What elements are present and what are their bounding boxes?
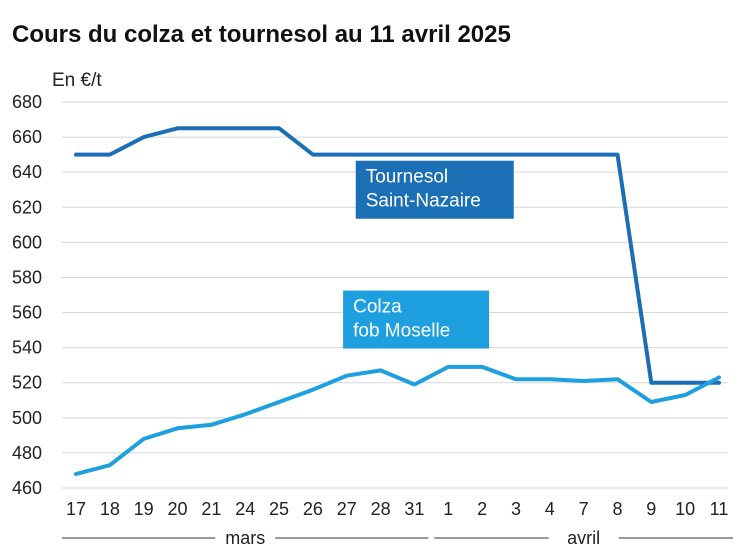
series-label-box xyxy=(343,290,490,349)
y-tick-label: 540 xyxy=(12,338,42,358)
series-lines xyxy=(74,126,721,476)
y-axis-unit: En €/t xyxy=(52,70,102,91)
x-tick-label: 31 xyxy=(404,499,424,519)
x-tick-label: 17 xyxy=(66,499,86,519)
series-label-text: Saint-Nazaire xyxy=(366,191,481,212)
y-tick-label: 480 xyxy=(12,443,42,463)
series-line-0 xyxy=(74,126,721,385)
series-label-text: Colza xyxy=(353,297,402,318)
y-tick-label: 640 xyxy=(12,162,42,182)
chart-title: Cours du colza et tournesol au 11 avril … xyxy=(12,21,511,48)
x-tick-label: 3 xyxy=(511,499,521,519)
x-tick-label: 21 xyxy=(201,499,221,519)
x-tick-label: 27 xyxy=(337,499,357,519)
x-tick-label: 4 xyxy=(545,499,555,519)
x-tick-label: 24 xyxy=(235,499,255,519)
y-tick-label: 580 xyxy=(12,267,42,287)
y-axis-ticks: 460 480 500 520 540 560 580 600 620 640 660 680 xyxy=(12,92,42,498)
month-label: avril xyxy=(567,528,600,548)
y-tick-label: 660 xyxy=(12,127,42,147)
y-tick-label: 680 xyxy=(12,92,42,112)
y-tick-label: 600 xyxy=(12,232,42,252)
month-label: mars xyxy=(225,528,265,548)
x-tick-label: 1 xyxy=(443,499,453,519)
y-tick-label: 560 xyxy=(12,303,42,323)
x-tick-label: 18 xyxy=(100,499,120,519)
x-tick-label: 10 xyxy=(675,499,695,519)
x-tick-label: 9 xyxy=(646,499,656,519)
x-tick-label: 25 xyxy=(269,499,289,519)
x-tick-label: 2 xyxy=(477,499,487,519)
x-tick-label: 11 xyxy=(710,499,729,519)
x-axis-ticks: 17 18 19 20 21 24 25 26 27 28 31 1 2 3 4 7 8 9 10 11 xyxy=(66,499,728,519)
y-tick-label: 520 xyxy=(12,373,42,393)
x-tick-label: 28 xyxy=(371,499,391,519)
series-label-box xyxy=(355,160,514,219)
y-tick-label: 620 xyxy=(12,197,42,217)
series-line-1 xyxy=(74,364,721,476)
x-tick-label: 8 xyxy=(612,499,622,519)
series-labels: Tournesol Saint-Nazaire Colza fob Moselle xyxy=(343,160,514,349)
x-tick-label: 19 xyxy=(134,499,154,519)
month-groups: mars avril xyxy=(62,528,733,548)
y-tick-label: 460 xyxy=(12,478,42,498)
x-tick-label: 7 xyxy=(579,499,589,519)
x-tick-label: 20 xyxy=(168,499,188,519)
series-label-text: Tournesol xyxy=(366,167,448,188)
y-tick-label: 500 xyxy=(12,408,42,428)
series-label-text: fob Moselle xyxy=(353,321,450,342)
x-tick-label: 26 xyxy=(303,499,323,519)
